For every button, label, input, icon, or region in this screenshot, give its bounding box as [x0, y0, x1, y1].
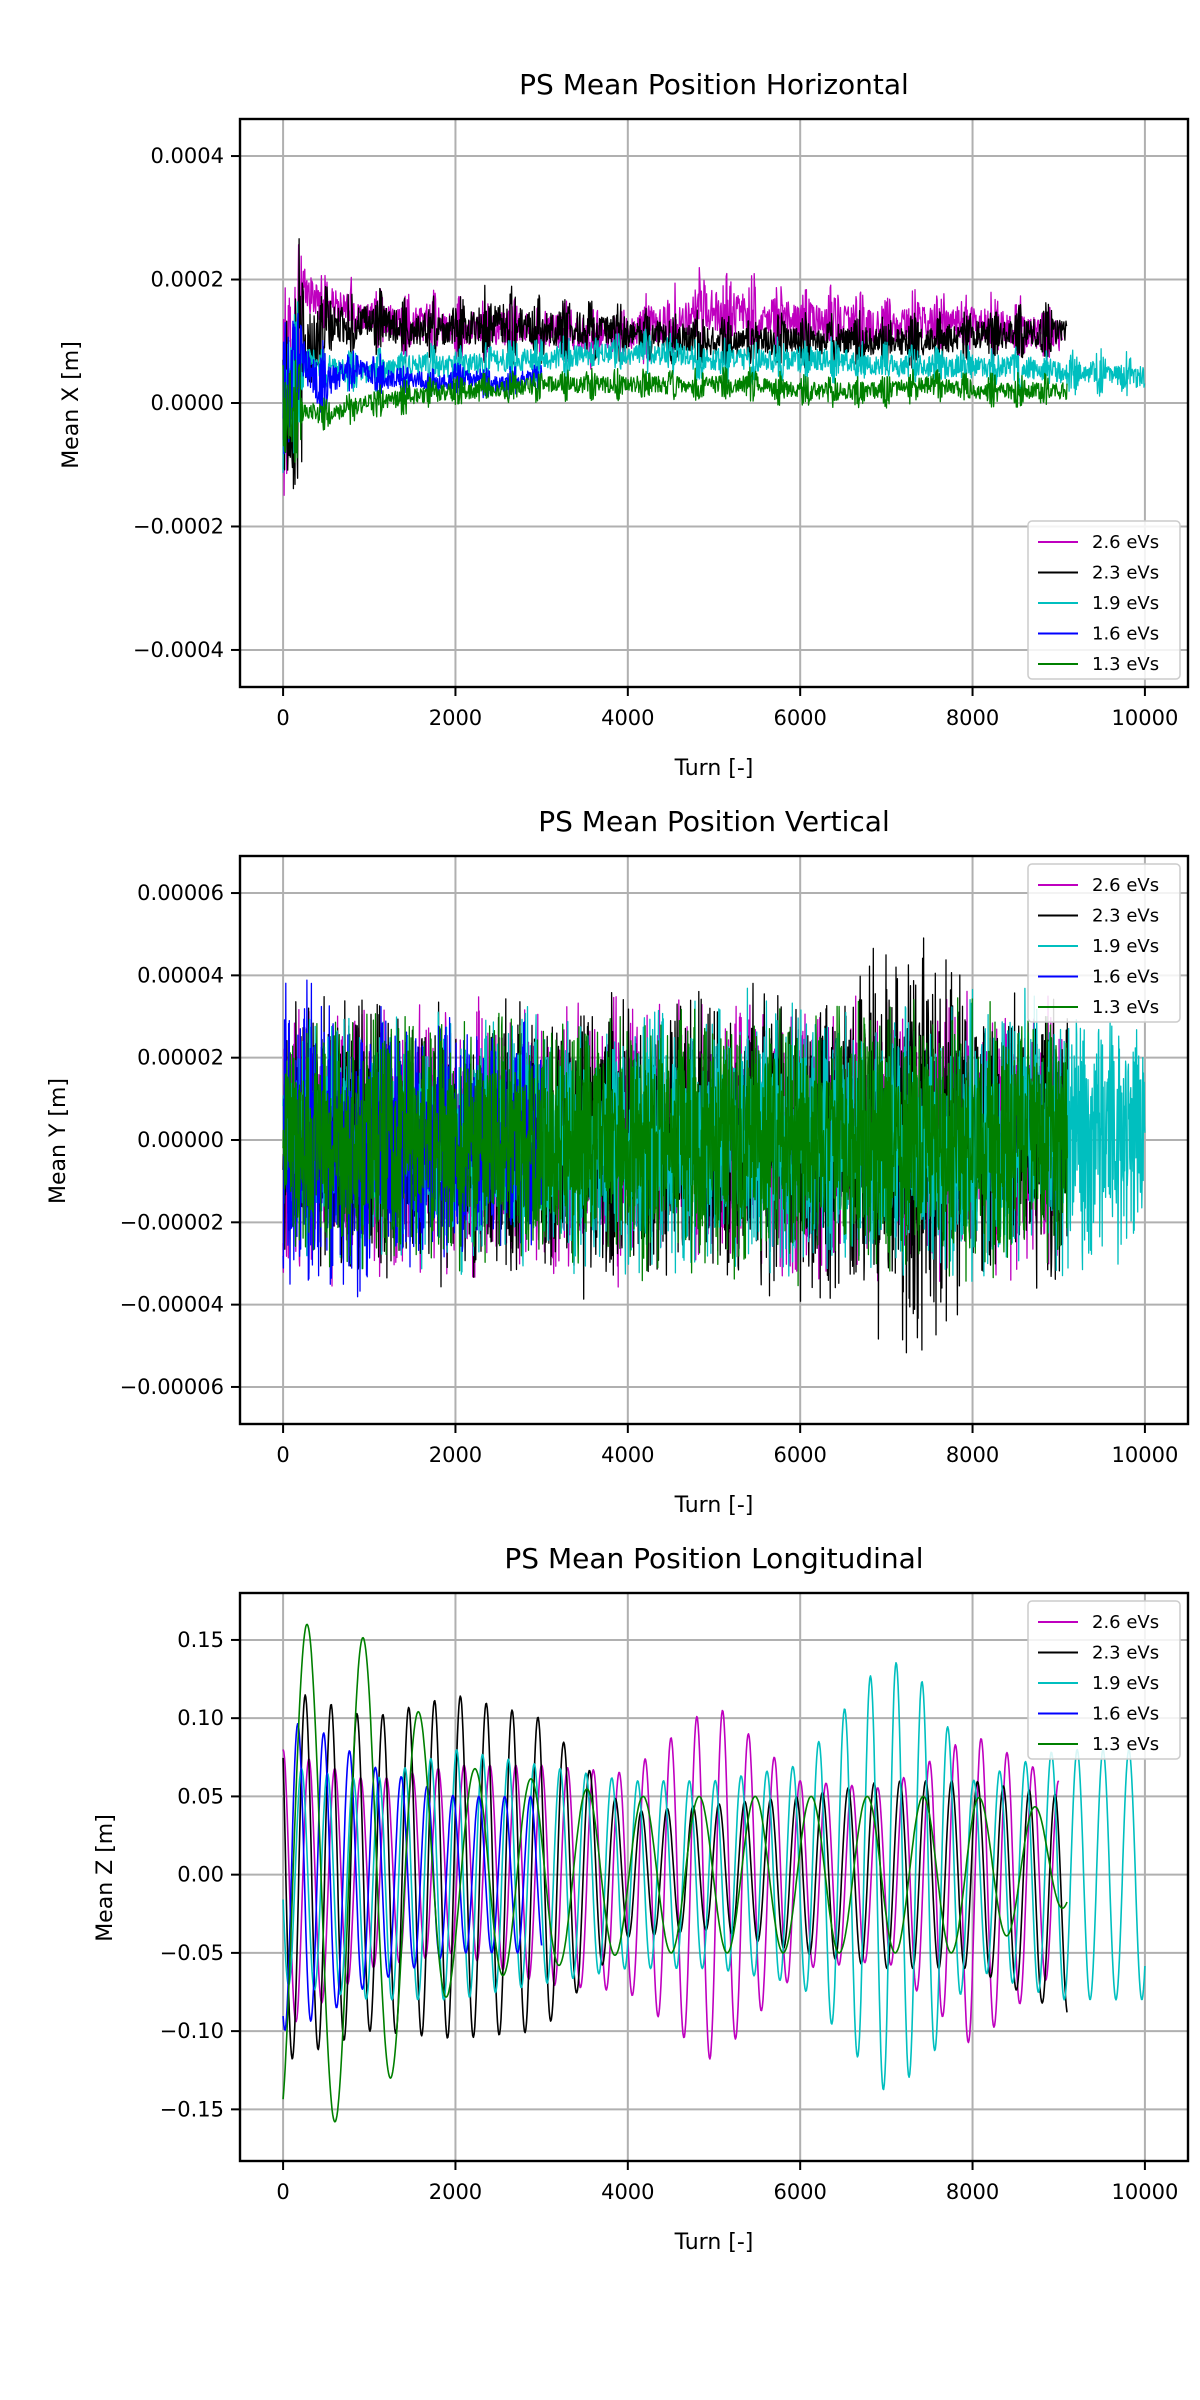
legend-label: 1.6 eVs: [1092, 967, 1159, 988]
series-line: [282, 1723, 543, 2031]
x-axis-label: Turn [-]: [674, 1493, 754, 1518]
y-tick-label: 0.15: [177, 1628, 224, 1652]
y-tick-label: −0.00006: [120, 1375, 224, 1399]
x-axis-label: Turn [-]: [674, 2230, 754, 2255]
plot-area-1: 0 2000 4000 6000 8000 10000 0.0004 0.0002 0.0000…: [133, 117, 1190, 730]
legend-label: 2.6 eVs: [1092, 875, 1159, 896]
x-tick-label: 4000: [601, 706, 654, 730]
y-tick-label: 0.00004: [137, 963, 224, 987]
x-tick-label: 8000: [946, 2180, 999, 2204]
series-line: [282, 301, 1146, 473]
series-line: [282, 1623, 1068, 2123]
y-tick-label: −0.00002: [120, 1210, 224, 1234]
legend-label: 2.6 eVs: [1092, 1612, 1159, 1633]
x-tick-label: 0: [276, 1443, 289, 1467]
plot-area-2: 0 2000 4000 6000 8000 10000 0.00006 0.00004 0.00…: [120, 854, 1190, 1467]
y-axis-label: Mean Z [m]: [93, 1814, 118, 1942]
y-tick-label: −0.0002: [133, 514, 224, 538]
legend-box: [1027, 1600, 1181, 1760]
chart-title: PS Mean Position Longitudinal: [504, 1542, 923, 1575]
y-tick-label: 0.0002: [151, 268, 224, 292]
y-tick-label: 0.00: [177, 1863, 224, 1887]
y-tick-label: −0.00004: [120, 1293, 224, 1317]
series-line: [282, 359, 1068, 463]
x-tick-label: 8000: [946, 706, 999, 730]
x-tick-label: 6000: [773, 706, 826, 730]
y-tick-label: 0.00006: [137, 881, 224, 905]
legend-label: 1.3 eVs: [1092, 997, 1159, 1018]
legend-label: 1.9 eVs: [1092, 593, 1159, 614]
y-axis-label: Mean X [m]: [59, 341, 84, 469]
legend-box: [1027, 863, 1181, 1023]
x-tick-label: 2000: [429, 1443, 482, 1467]
plot-area-3: 0 2000 4000 6000 8000 10000 0.15 0.10 0.05 0.00 −0…: [160, 1591, 1190, 2204]
series-line: [282, 238, 1068, 490]
legend: 2.6 eVs 2.3 eVs 1.9 eVs 1.6 eVs 1.3 eVs: [1027, 863, 1181, 1023]
legend-label: 2.3 eVs: [1092, 563, 1159, 584]
x-tick-label: 4000: [601, 2180, 654, 2204]
series-line: [282, 1662, 1146, 2091]
legend: 2.6 eVs 2.3 eVs 1.9 eVs 1.6 eVs 1.3 eVs: [1027, 1600, 1181, 1760]
x-tick-label: 6000: [773, 2180, 826, 2204]
x-tick-label: 8000: [946, 1443, 999, 1467]
x-axis-label: Turn [-]: [674, 756, 754, 781]
x-tick-label: 4000: [601, 1443, 654, 1467]
legend-label: 2.3 eVs: [1092, 906, 1159, 927]
legend-label: 2.6 eVs: [1092, 532, 1159, 553]
x-tick-label: 10000: [1112, 2180, 1179, 2204]
y-tick-label: 0.0004: [151, 144, 224, 168]
x-tick-label: 10000: [1112, 706, 1179, 730]
legend-label: 1.6 eVs: [1092, 1704, 1159, 1725]
x-tick-label: 10000: [1112, 1443, 1179, 1467]
legend-label: 1.9 eVs: [1092, 1673, 1159, 1694]
legend-label: 1.9 eVs: [1092, 936, 1159, 957]
x-tick-label: 6000: [773, 1443, 826, 1467]
subplot-longitudinal: PS Mean Position Longitudinal Mean Z [m]…: [93, 1542, 924, 2255]
chart-title: PS Mean Position Horizontal: [519, 68, 909, 101]
chart-title: PS Mean Position Vertical: [538, 805, 889, 838]
subplot-horizontal: PS Mean Position Horizontal Mean X [m] T…: [59, 68, 909, 781]
legend-label: 2.3 eVs: [1092, 1643, 1159, 1664]
axes-frame: [238, 1591, 1190, 2163]
x-tick-label: 0: [276, 706, 289, 730]
series-line: [282, 1694, 1068, 2060]
y-tick-label: 0.00002: [137, 1046, 224, 1070]
y-tick-label: −0.10: [160, 2019, 224, 2043]
y-tick-label: 0.0000: [151, 391, 224, 415]
y-tick-label: −0.05: [160, 1941, 224, 1965]
legend-label: 1.3 eVs: [1092, 654, 1159, 675]
y-tick-label: 0.05: [177, 1784, 224, 1808]
subplot-vertical: PS Mean Position Vertical Mean Y [m] Tur…: [46, 805, 890, 1518]
x-tick-label: 0: [276, 2180, 289, 2204]
legend-label: 1.6 eVs: [1092, 624, 1159, 645]
series-line: [282, 997, 1068, 1287]
y-tick-label: 0.10: [177, 1706, 224, 1730]
y-tick-label: −0.0004: [133, 638, 224, 662]
x-tick-label: 2000: [429, 2180, 482, 2204]
y-axis-label: Mean Y [m]: [46, 1078, 71, 1204]
x-tick-label: 2000: [429, 706, 482, 730]
legend-box: [1027, 520, 1181, 680]
legend: 2.6 eVs 2.3 eVs 1.9 eVs 1.6 eVs 1.3 eVs: [1027, 520, 1181, 680]
y-tick-label: 0.00000: [137, 1128, 224, 1152]
legend-label: 1.3 eVs: [1092, 1734, 1159, 1755]
y-tick-label: −0.15: [160, 2097, 224, 2121]
